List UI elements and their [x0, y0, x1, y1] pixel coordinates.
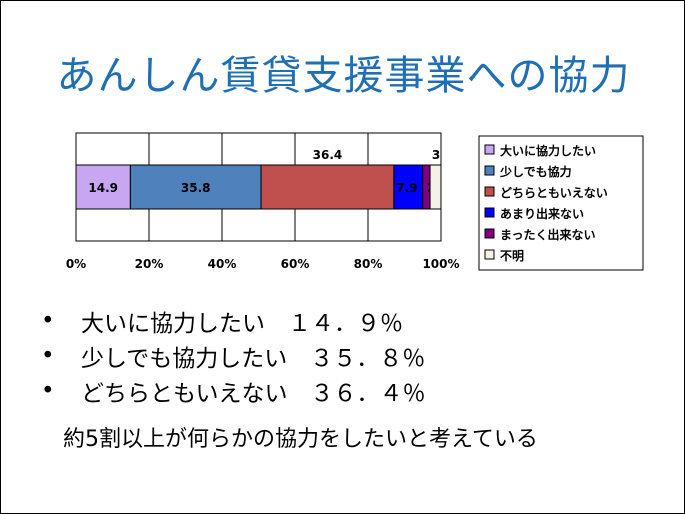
bullet-text: 少しでも協力したい ３５．８％ — [81, 345, 426, 372]
bullet-text: 大いに協力したい １４．９％ — [81, 310, 403, 337]
x-tick-label: 80% — [354, 257, 383, 271]
legend-label: あまり出来ない — [500, 206, 584, 221]
legend-swatch — [484, 228, 495, 239]
data-label: 36.4 — [313, 148, 343, 162]
legend-label: 不明 — [500, 249, 524, 263]
bullet-marker: • — [41, 377, 55, 404]
legend-label: 少しでも協力 — [499, 164, 572, 179]
bar-segment — [260, 164, 395, 210]
slide-title: あんしん賃貸支援事業への協力 — [56, 53, 631, 99]
x-tick-label: 100% — [422, 257, 459, 271]
legend-swatch — [484, 186, 495, 197]
x-tick-label: 20% — [135, 257, 164, 271]
legend-label: どちらともいえない — [500, 186, 608, 200]
x-tick-label: 40% — [208, 257, 237, 271]
data-label: 3 — [432, 148, 440, 162]
bar-segment — [429, 164, 442, 210]
legend-swatch — [484, 165, 495, 176]
summary-note: 約5割以上が何らかの協力をしたいと考えている — [63, 427, 538, 452]
bullet-list: • 大いに協力したい １４．９％ • 少しでも協力したい ３５．８％ • どちら… — [41, 303, 426, 408]
legend-label: 大いに協力したい — [500, 143, 596, 158]
legend-swatch — [484, 249, 495, 260]
bullet-marker: • — [41, 342, 55, 369]
data-label: 14.9 — [88, 181, 118, 195]
data-label: 7.9 — [396, 181, 417, 195]
bullet-text: どちらともいえない ３６．４％ — [81, 380, 426, 407]
stacked-bar-chart: 0%20%40%60%80%100%14.935.836.47.923大いに協力… — [66, 132, 644, 271]
x-tick-label: 60% — [281, 257, 310, 271]
legend-box — [478, 135, 644, 271]
bar-segment — [129, 164, 262, 210]
legend-swatch — [484, 207, 495, 218]
bullet-item: • どちらともいえない ３６．４％ — [41, 373, 426, 408]
bullet-item: • 少しでも協力したい ３５．８％ — [41, 338, 426, 373]
data-label: 35.8 — [181, 181, 211, 195]
bullet-item: • 大いに協力したい １４．９％ — [41, 303, 426, 338]
legend-swatch — [484, 144, 495, 155]
bar-segment — [75, 164, 131, 210]
x-tick-label: 0% — [66, 257, 86, 271]
bullet-marker: • — [41, 307, 55, 334]
legend-label: まったく出来ない — [500, 227, 596, 242]
bar-segment — [393, 164, 424, 210]
